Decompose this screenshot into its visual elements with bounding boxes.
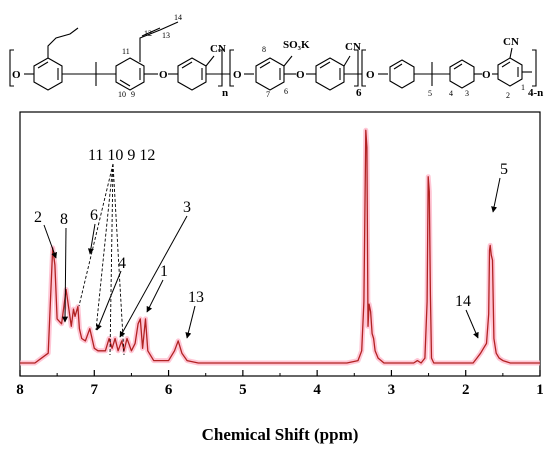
x-tick-label: 8 xyxy=(16,382,24,398)
annotation-label-8: 8 xyxy=(60,211,68,228)
bracket-6 xyxy=(354,49,359,87)
atom-label-5: 5 xyxy=(428,89,432,98)
atom-label-14: 14 xyxy=(174,13,182,22)
atom-label-11: 11 xyxy=(122,47,130,56)
annotation-label-5: 5 xyxy=(500,161,508,178)
atom-label-6: 6 xyxy=(284,87,288,96)
atom-label-3: 3 xyxy=(465,89,469,98)
spectrum-trace xyxy=(20,129,540,364)
annotation-arrow-13 xyxy=(185,305,196,339)
oxygen-label-3: O xyxy=(233,69,242,81)
isopropylidene-2 xyxy=(414,62,450,86)
annotation-label-6: 6 xyxy=(90,207,98,224)
chemical-structure xyxy=(9,21,537,91)
atom-label-8: 8 xyxy=(262,45,266,54)
annotation-arrow-14 xyxy=(465,309,479,339)
atom-label-2: 2 xyxy=(506,91,510,100)
repeat-6-label: 6 xyxy=(356,87,362,99)
left-bracket xyxy=(9,49,14,87)
atom-label-13: 13 xyxy=(162,31,170,40)
annotation-label-4: 4 xyxy=(118,255,126,272)
bisphenol-ring-g xyxy=(449,59,475,89)
oxygen-label-2: O xyxy=(159,69,168,81)
annotation-label-1: 1 xyxy=(160,263,168,280)
annotation-arrow-1 xyxy=(146,279,164,313)
benzonitrile-ring-3 xyxy=(497,57,523,87)
x-tick-label: 3 xyxy=(388,382,396,398)
annotation-arrow-5 xyxy=(491,177,501,213)
annotation-arrow-8 xyxy=(62,227,69,323)
bisphenol-ring-f xyxy=(389,59,415,89)
peak-annotations xyxy=(43,163,501,356)
x-tick-label: 4 xyxy=(313,382,321,398)
annotation-label-3: 3 xyxy=(183,199,191,216)
atom-label-4: 4 xyxy=(449,89,453,98)
cn-label-2: CN xyxy=(345,41,361,53)
spectrum-plot: 8 7 6 5 4 3 2 1 Chemical Shift (ppm) xyxy=(16,111,544,444)
atom-label-12: 12 xyxy=(144,29,152,38)
oxygen-label-1: O xyxy=(12,69,21,81)
benzene-ring-a xyxy=(33,57,63,91)
x-tick-label: 2 xyxy=(462,382,470,398)
oxygen-label-4: O xyxy=(296,69,305,81)
atom-label-1: 1 xyxy=(521,83,525,92)
x-tick-label: 1 xyxy=(536,382,544,398)
annotation-arrow-6 xyxy=(87,223,96,255)
oxygen-label-5: O xyxy=(366,69,375,81)
allyl-group-a xyxy=(47,27,79,58)
oxygen-label-6: O xyxy=(482,69,491,81)
annotation-label-14: 14 xyxy=(455,293,471,310)
right-bracket xyxy=(532,49,537,87)
annotation-label-11-10-9-12: 11 10 9 12 xyxy=(88,147,155,164)
annotation-dashed-lines xyxy=(78,163,125,356)
x-tick-label: 6 xyxy=(165,382,173,398)
x-axis-label: Chemical Shift (ppm) xyxy=(202,425,359,444)
benzene-ring-b xyxy=(115,57,145,91)
isopropylidene-1 xyxy=(62,62,116,86)
repeat-4n-label: 4-n xyxy=(528,87,543,99)
annotation-label-2: 2 xyxy=(34,209,42,226)
atom-label-10: 10 xyxy=(118,90,126,99)
x-tick-label: 5 xyxy=(239,382,247,398)
bracket-n xyxy=(218,49,223,87)
annotation-arrow-2 xyxy=(43,224,57,259)
x-tick-label: 7 xyxy=(91,382,99,398)
annotation-arrow-3 xyxy=(119,215,188,338)
annotation-arrow-4 xyxy=(96,270,122,331)
repeat-n-label: n xyxy=(222,87,228,99)
atom-label-9: 9 xyxy=(131,90,135,99)
cn-label-1: CN xyxy=(210,43,226,55)
atom-label-7: 7 xyxy=(266,90,270,99)
annotation-label-13: 13 xyxy=(188,289,204,306)
allyl-group-b xyxy=(139,21,179,62)
cn-label-3: CN xyxy=(503,36,519,48)
so3k-label: SO₃K xyxy=(283,39,310,51)
